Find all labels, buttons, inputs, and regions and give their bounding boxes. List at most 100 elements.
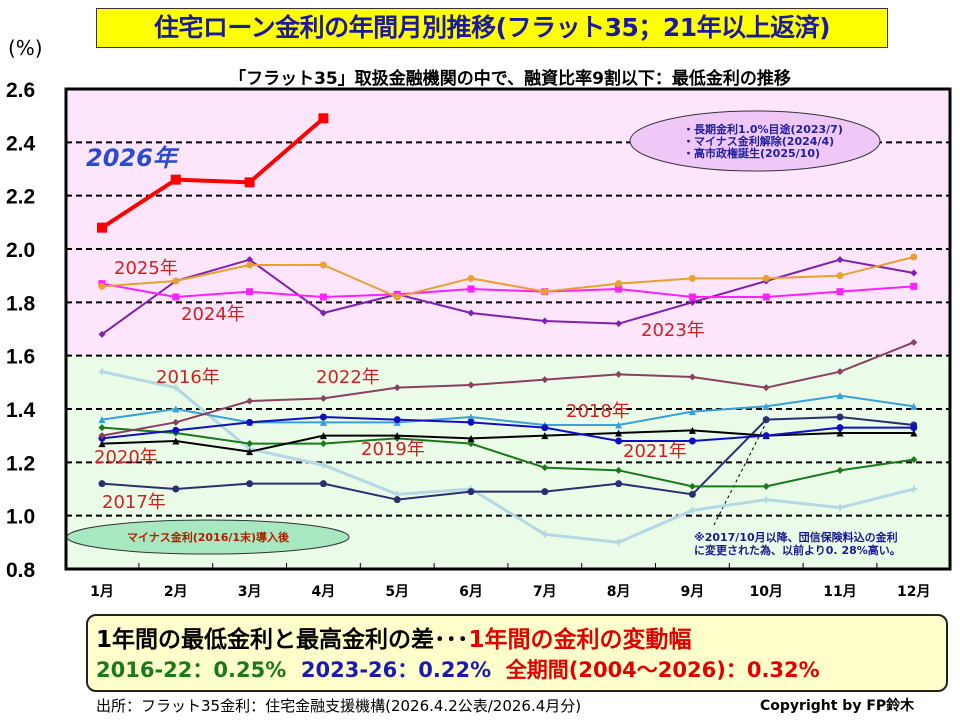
data-point-2022年	[910, 338, 918, 346]
data-point-2026年	[170, 174, 181, 185]
data-point-2024年	[246, 288, 254, 296]
x-tick-label: 5月	[385, 584, 409, 600]
x-tick-label: 10月	[749, 584, 782, 600]
data-point-2021年	[319, 413, 327, 421]
y-tick-label: 2.2	[6, 186, 35, 209]
data-point-2021年	[246, 418, 254, 426]
data-point-2024年	[615, 285, 623, 293]
event-label: ・マイナス金利解除(2024/4)	[683, 134, 834, 148]
y-tick-label: 1.6	[6, 346, 35, 369]
data-point-2019年	[246, 440, 254, 448]
x-tick-label: 2月	[164, 584, 188, 600]
series-line-2019年	[101, 426, 914, 488]
data-point-2025年	[467, 274, 475, 282]
data-point-2019年	[98, 424, 106, 432]
data-point-2018年	[172, 405, 180, 413]
data-point-2017年	[467, 488, 475, 496]
data-point-2019年	[541, 464, 549, 472]
data-point-2021年	[393, 416, 401, 424]
data-point-2019年	[467, 440, 475, 448]
negative-rate-ellipse	[66, 519, 350, 555]
data-point-2017年	[393, 496, 401, 504]
data-point-2020年	[319, 432, 327, 440]
data-point-2017年	[688, 490, 696, 498]
data-point-2020年	[246, 448, 254, 456]
series-label: 2023年	[641, 320, 705, 341]
data-point-2023年	[98, 330, 106, 338]
data-point-2023年	[319, 309, 327, 317]
data-point-2020年	[467, 434, 475, 442]
series-line-2022年	[101, 341, 915, 437]
series-label: 2016年	[156, 367, 220, 388]
data-point-2022年	[836, 368, 844, 376]
data-point-2020年	[910, 429, 918, 437]
data-point-2017年	[319, 480, 327, 488]
data-point-2025年	[615, 280, 623, 288]
data-point-2021年	[541, 424, 549, 432]
data-point-2021年	[836, 424, 844, 432]
y-tick-label: 1.4	[6, 399, 36, 422]
data-point-2018年	[319, 418, 327, 426]
data-point-2024年	[172, 293, 180, 301]
data-point-2017年	[615, 480, 623, 488]
series-label: 2020年	[94, 447, 158, 468]
data-point-2018年	[615, 421, 623, 429]
y-axis-unit: (%)	[8, 36, 43, 60]
x-tick-label: 11月	[823, 584, 856, 600]
data-point-2025年	[541, 288, 549, 296]
range-2023-26: 2023-26：0.22%	[300, 658, 492, 682]
data-point-2022年	[762, 384, 770, 392]
series-line-2017年	[101, 415, 914, 501]
series-line-2018年	[101, 394, 914, 426]
data-point-2021年	[688, 437, 696, 445]
data-point-2022年	[541, 376, 549, 384]
data-point-2022年	[467, 381, 475, 389]
data-point-2025年	[910, 253, 918, 261]
series-label: 2021年	[623, 441, 687, 462]
summary-heading-red: 1年間の金利の変動幅	[468, 627, 692, 653]
data-point-2025年	[98, 282, 106, 290]
data-point-2020年	[172, 437, 180, 445]
data-point-2023年	[467, 309, 475, 317]
data-point-2025年	[688, 274, 696, 282]
data-point-2024年	[319, 293, 327, 301]
series-label: 2017年	[102, 492, 166, 513]
data-point-2017年	[836, 413, 844, 421]
event-label: ・高市政権誕生(2025/10)	[683, 146, 820, 160]
series-label: 2018年	[566, 401, 630, 422]
series-label: 2019年	[361, 439, 425, 460]
source-note: 出所：フラット35金利：住宅金融支援機構(2026.4.2公表/2026.4月分…	[96, 697, 582, 715]
y-tick-label: 1.8	[6, 292, 36, 315]
data-point-2023年	[615, 320, 623, 328]
note-line-2: に変更された為、以前より0. 28%高い。	[694, 543, 901, 557]
data-point-2017年	[246, 480, 254, 488]
series-label: 2025年	[114, 258, 178, 279]
data-point-2025年	[246, 261, 254, 269]
event-label: ・長期金利1.0%目途(2023/7)	[683, 122, 843, 136]
data-point-2022年	[393, 384, 401, 392]
x-tick-label: 12月	[897, 584, 930, 600]
series-label: 2026年	[86, 144, 180, 172]
x-tick-label: 4月	[312, 584, 336, 600]
series-line-2026年	[100, 116, 325, 230]
data-point-2022年	[246, 397, 254, 405]
data-point-2022年	[98, 432, 106, 440]
data-point-2024年	[688, 293, 696, 301]
series-label: 2024年	[181, 304, 245, 325]
data-point-2021年	[910, 424, 918, 432]
series-line-2024年	[101, 282, 914, 299]
data-point-2026年	[97, 222, 107, 233]
data-point-2024年	[910, 282, 918, 290]
data-point-2023年	[541, 317, 549, 325]
data-point-2017年	[762, 416, 770, 424]
range-2016-22: 2016-22：0.25%	[96, 658, 287, 682]
data-point-2019年	[615, 466, 623, 474]
x-tick-label: 8月	[607, 584, 631, 600]
data-point-2021年	[615, 437, 623, 445]
data-point-2018年	[762, 402, 770, 410]
data-point-2019年	[319, 440, 327, 448]
y-tick-label: 2.0	[6, 239, 35, 262]
x-tick-label: 7月	[533, 584, 557, 600]
data-point-2025年	[172, 277, 180, 285]
data-point-2020年	[393, 432, 401, 440]
